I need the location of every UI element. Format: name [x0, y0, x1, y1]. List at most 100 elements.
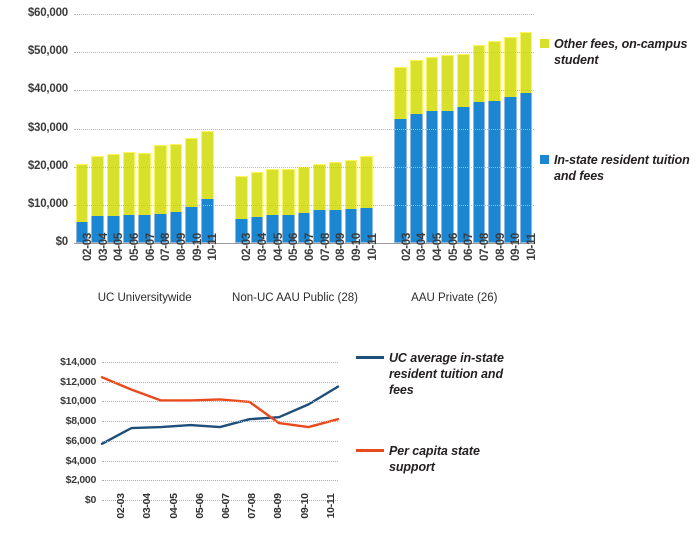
bar-segment-other-fees[interactable]	[250, 171, 264, 217]
stacked-bar[interactable]	[265, 14, 281, 243]
bar-segment-tuition[interactable]	[360, 207, 374, 243]
stacked-bar[interactable]	[487, 14, 503, 243]
bar-segment-tuition[interactable]	[154, 213, 167, 243]
bar-segment-other-fees[interactable]	[394, 66, 407, 120]
bar-segment-other-fees[interactable]	[122, 152, 136, 216]
bar-segment-tuition[interactable]	[519, 93, 533, 243]
bar-segment-other-fees[interactable]	[313, 164, 327, 210]
bar-segment-other-fees[interactable]	[234, 175, 248, 219]
stacked-bar-inner	[153, 144, 169, 243]
bar-segment-other-fees[interactable]	[329, 162, 342, 210]
bar-segment-other-fees[interactable]	[519, 31, 533, 93]
stacked-bar[interactable]	[74, 14, 90, 243]
bar-segment-tuition[interactable]	[504, 96, 517, 243]
stacked-bar[interactable]	[153, 14, 169, 243]
bar-segment-other-fees[interactable]	[91, 155, 104, 216]
stacked-bar[interactable]	[184, 14, 200, 243]
bar-segment-tuition[interactable]	[250, 216, 264, 243]
bar-segment-other-fees[interactable]	[201, 131, 214, 200]
stacked-bar[interactable]	[296, 14, 312, 243]
stacked-bar[interactable]	[280, 14, 296, 243]
stacked-bar[interactable]	[90, 14, 106, 243]
bar-segment-other-fees[interactable]	[472, 44, 486, 102]
bar-segment-tuition[interactable]	[234, 218, 248, 243]
bar-segment-other-fees[interactable]	[185, 138, 199, 207]
bottom-chart-lines	[102, 362, 338, 500]
stacked-bar[interactable]	[440, 14, 456, 243]
bar-segment-tuition[interactable]	[122, 215, 136, 243]
bar-segment-other-fees[interactable]	[75, 163, 89, 222]
stacked-bar[interactable]	[393, 14, 409, 243]
bar-segment-tuition[interactable]	[488, 100, 502, 243]
stacked-bar[interactable]	[408, 14, 424, 243]
bar-segment-tuition[interactable]	[266, 215, 279, 243]
x-tick: 04-05	[105, 233, 125, 294]
stacked-bar[interactable]	[105, 14, 121, 243]
stacked-bar[interactable]	[328, 14, 344, 243]
stacked-bar[interactable]	[200, 14, 216, 243]
stacked-bar[interactable]	[424, 14, 440, 243]
bar-segment-tuition[interactable]	[106, 215, 120, 243]
bar-segment-tuition[interactable]	[281, 214, 295, 243]
bar-segment-other-fees[interactable]	[106, 153, 120, 216]
bar-segment-other-fees[interactable]	[266, 168, 279, 216]
stacked-bar-inner	[296, 167, 312, 243]
bar-segment-other-fees[interactable]	[154, 144, 167, 214]
stacked-bar[interactable]	[168, 14, 184, 243]
bar-segment-other-fees[interactable]	[138, 152, 152, 216]
legend-item-state-support: Per capita state support	[356, 443, 509, 475]
bar-segment-tuition[interactable]	[313, 209, 327, 243]
x-tick: 04-05	[424, 233, 444, 294]
bar-segment-tuition[interactable]	[201, 199, 214, 243]
stacked-bar[interactable]	[137, 14, 153, 243]
bottom-chart-gridline	[102, 362, 338, 363]
stacked-bar-inner	[455, 53, 471, 243]
bar-segment-other-fees[interactable]	[441, 55, 454, 111]
stacked-bar[interactable]	[343, 14, 359, 243]
bar-segment-tuition[interactable]	[75, 222, 89, 243]
x-tick: 06-07	[455, 233, 475, 294]
bottom-chart-x-tick: 02-03	[102, 493, 128, 550]
stacked-bar[interactable]	[455, 14, 471, 243]
x-tick-label: 10-11	[207, 233, 220, 261]
x-tick: 09-10	[184, 233, 204, 294]
bottom-chart-x-tick: 04-05	[154, 493, 180, 550]
bar-segment-tuition[interactable]	[91, 215, 104, 243]
bar-segment-other-fees[interactable]	[169, 143, 183, 213]
line-series[interactable]	[102, 387, 338, 444]
bar-segment-other-fees[interactable]	[409, 60, 423, 114]
bar-segment-other-fees[interactable]	[425, 56, 439, 111]
bottom-chart-x-tick: 03-04	[128, 493, 154, 550]
stacked-bar[interactable]	[471, 14, 487, 243]
bar-segment-tuition[interactable]	[297, 212, 311, 243]
bar-segment-tuition[interactable]	[138, 215, 152, 243]
stacked-bar[interactable]	[359, 14, 375, 243]
bar-segment-tuition[interactable]	[472, 101, 486, 243]
bar-segment-other-fees[interactable]	[344, 160, 358, 209]
bar-segment-other-fees[interactable]	[297, 167, 311, 213]
bar-segment-other-fees[interactable]	[360, 155, 374, 208]
stacked-bar[interactable]	[312, 14, 328, 243]
bar-segment-other-fees[interactable]	[456, 53, 470, 108]
stacked-bar[interactable]	[503, 14, 519, 243]
bottom-chart-gridline	[102, 381, 338, 383]
bar-segment-tuition[interactable]	[344, 208, 358, 243]
bar-segment-tuition[interactable]	[441, 110, 454, 243]
bottom-chart-x-tick-label: 05-06	[193, 493, 206, 519]
bar-segment-other-fees[interactable]	[488, 40, 502, 101]
bar-segment-tuition[interactable]	[169, 212, 183, 243]
bar-segment-tuition[interactable]	[394, 119, 407, 243]
bar-segment-tuition[interactable]	[456, 107, 470, 243]
bottom-chart-gridline	[102, 500, 338, 501]
bar-segment-tuition[interactable]	[425, 110, 439, 243]
bar-segment-other-fees[interactable]	[281, 168, 295, 215]
bar-segment-tuition[interactable]	[409, 114, 423, 243]
bar-segment-tuition[interactable]	[329, 209, 342, 243]
stacked-bar-inner	[184, 138, 200, 243]
stacked-bar[interactable]	[233, 14, 249, 243]
line-series[interactable]	[102, 377, 338, 427]
x-tick: 06-07	[137, 233, 157, 294]
bar-segment-tuition[interactable]	[185, 206, 199, 243]
bar-segment-other-fees[interactable]	[504, 36, 517, 97]
stacked-bar[interactable]	[121, 14, 137, 243]
